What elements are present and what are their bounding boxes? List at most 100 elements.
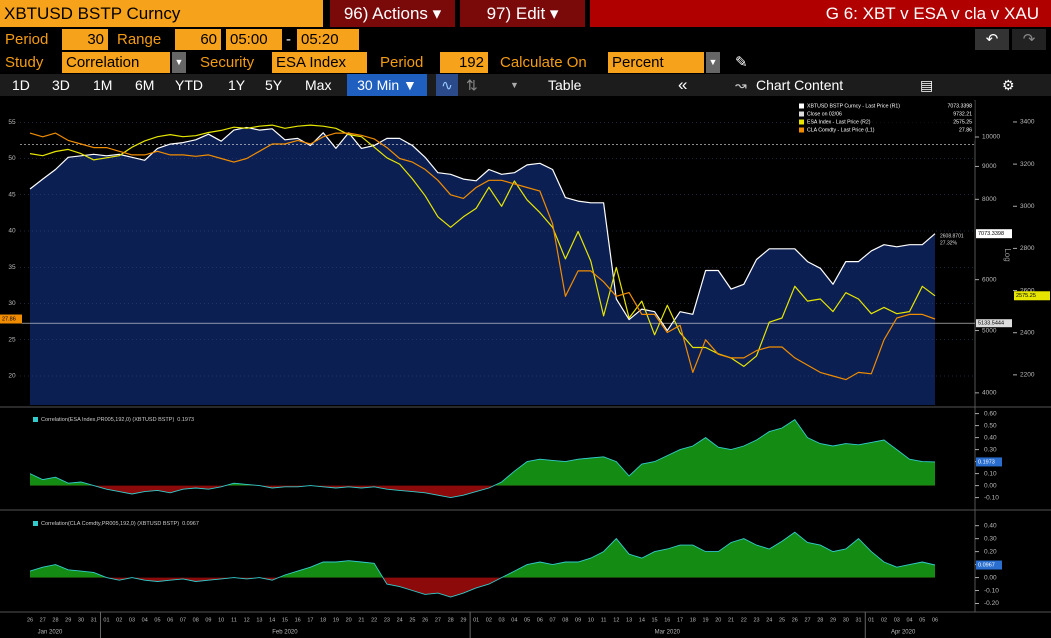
- range-button[interactable]: 1Y: [228, 77, 246, 93]
- y-tick-label: 55: [8, 119, 16, 126]
- panel-title-text: Correlation(CLA Comdty,PR005,192,0) (XBT…: [41, 521, 179, 527]
- last-value: 7073.3398: [978, 231, 1004, 237]
- legend-box: [795, 101, 975, 141]
- input[interactable]: 192: [440, 52, 488, 73]
- correlation-line: [29, 531, 936, 598]
- redo-button[interactable]: ↷: [1012, 29, 1046, 50]
- table-button[interactable]: Table: [548, 77, 582, 93]
- input[interactable]: 05:20: [297, 29, 359, 50]
- input[interactable]: ESA Index: [272, 52, 367, 73]
- y-tick-label: 35: [8, 264, 16, 271]
- y2-tick-label: 8000: [982, 196, 997, 203]
- x-tick-label: 31: [91, 617, 97, 623]
- x-tick-label: 29: [65, 617, 71, 623]
- edit-icon[interactable]: ▤: [920, 77, 934, 93]
- x-tick-label: 05: [524, 617, 530, 623]
- y2-tick-label: 5000: [982, 327, 997, 334]
- correlation-area: [30, 532, 935, 597]
- month-label: Mar 2020: [655, 630, 681, 636]
- x-tick-label: 06: [167, 617, 173, 623]
- x-tick-label: 23: [384, 617, 390, 623]
- y-tick-label: 0.00: [984, 482, 997, 489]
- input[interactable]: 30: [62, 29, 108, 50]
- legend-swatch: [799, 127, 804, 133]
- x-tick-label: 01: [868, 617, 874, 623]
- x-tick-label: 31: [855, 617, 861, 623]
- x-tick-label: 21: [728, 617, 734, 623]
- interval-dropdown[interactable]: 30 Min ▼: [347, 74, 427, 96]
- actions-menu[interactable]: 96) Actions ▾: [330, 0, 455, 27]
- dropdown[interactable]: ▼: [510, 80, 519, 90]
- bar-icon[interactable]: ⇅: [466, 77, 478, 93]
- input[interactable]: Correlation: [62, 52, 170, 73]
- x-tick-label: 24: [766, 617, 772, 623]
- line-icon[interactable]: ∿: [436, 74, 458, 96]
- range-button[interactable]: 1M: [93, 77, 113, 93]
- range-button[interactable]: 3D: [52, 77, 70, 93]
- panel-title-value: 0.0967: [182, 521, 199, 527]
- y-tick-label: 0.00: [984, 574, 997, 581]
- label: Study: [5, 54, 44, 71]
- y-tick-label: 0.10: [984, 470, 997, 477]
- pencil-icon[interactable]: ✎: [735, 54, 748, 71]
- annotation: 27.32%: [940, 240, 958, 246]
- x-tick-label: 29: [830, 617, 836, 623]
- label: Period: [5, 31, 49, 48]
- x-tick-label: 13: [256, 617, 262, 623]
- dropdown[interactable]: ▼: [706, 52, 720, 73]
- range-button[interactable]: YTD: [175, 77, 203, 93]
- x-tick-label: 04: [511, 617, 517, 623]
- x-tick-label: 03: [894, 617, 900, 623]
- x-tick-label: 18: [690, 617, 696, 623]
- x-tick-label: 09: [205, 617, 211, 623]
- panel-title: Correlation(ESA Index,PR005,192,0) (XBTU…: [41, 417, 194, 423]
- x-tick-label: 19: [333, 617, 339, 623]
- x-tick-label: 04: [906, 617, 912, 623]
- x-tick-label: 18: [320, 617, 326, 623]
- y2-tick-label: 10000: [982, 134, 1000, 141]
- x-tick-label: 12: [613, 617, 619, 623]
- x-tick-label: 21: [358, 617, 364, 623]
- x-tick-label: 25: [409, 617, 415, 623]
- price-line: [29, 126, 936, 332]
- x-tick-label: 07: [550, 617, 556, 623]
- legend-swatch: [33, 521, 38, 526]
- correlation-area: [30, 419, 935, 498]
- y3-tick-label: 2200: [1020, 372, 1035, 379]
- collapse-button[interactable]: «: [678, 75, 688, 94]
- x-tick-label: 26: [422, 617, 428, 623]
- legend-label: ESA Index - Last Price (R2): [807, 119, 871, 125]
- input[interactable]: 05:00: [226, 29, 282, 50]
- chart-content-button[interactable]: Chart Content: [756, 77, 844, 93]
- settings-icon[interactable]: ⚙: [1002, 77, 1015, 93]
- range-button[interactable]: 5Y: [265, 77, 283, 93]
- edit-menu[interactable]: 97) Edit ▾: [460, 0, 585, 27]
- input[interactable]: 60: [175, 29, 221, 50]
- input[interactable]: Percent: [608, 52, 704, 73]
- value-box: [976, 229, 1012, 239]
- security-field[interactable]: XBTUSD BSTP Curncy: [0, 0, 323, 27]
- x-tick-label: 11: [601, 617, 607, 623]
- y3-tick-label: 2800: [1020, 245, 1035, 252]
- y-tick-label: -0.10: [984, 494, 999, 501]
- x-tick-label: 08: [193, 617, 199, 623]
- y-tick-label: 0.20: [984, 548, 997, 555]
- label: Security: [200, 54, 255, 71]
- x-tick-label: 25: [779, 617, 785, 623]
- x-tick-label: 11: [231, 617, 237, 623]
- y3-tick-label: 2600: [1020, 287, 1035, 294]
- last-value: 2575.25: [1016, 293, 1036, 299]
- toolbar: [0, 74, 1051, 96]
- label: Range: [117, 31, 162, 48]
- dropdown[interactable]: ▼: [172, 52, 186, 73]
- y-tick-label: 30: [8, 300, 16, 307]
- range-button[interactable]: 6M: [135, 77, 155, 93]
- y-tick-label: 40: [8, 228, 16, 235]
- last-value: 0.0967: [978, 562, 995, 568]
- range-button[interactable]: Max: [305, 77, 332, 93]
- value-box: [976, 560, 1002, 570]
- range-button[interactable]: 1D: [12, 77, 30, 93]
- x-tick-label: 20: [715, 617, 721, 623]
- y-tick-label: 45: [8, 191, 16, 198]
- undo-button[interactable]: ↶: [975, 29, 1009, 50]
